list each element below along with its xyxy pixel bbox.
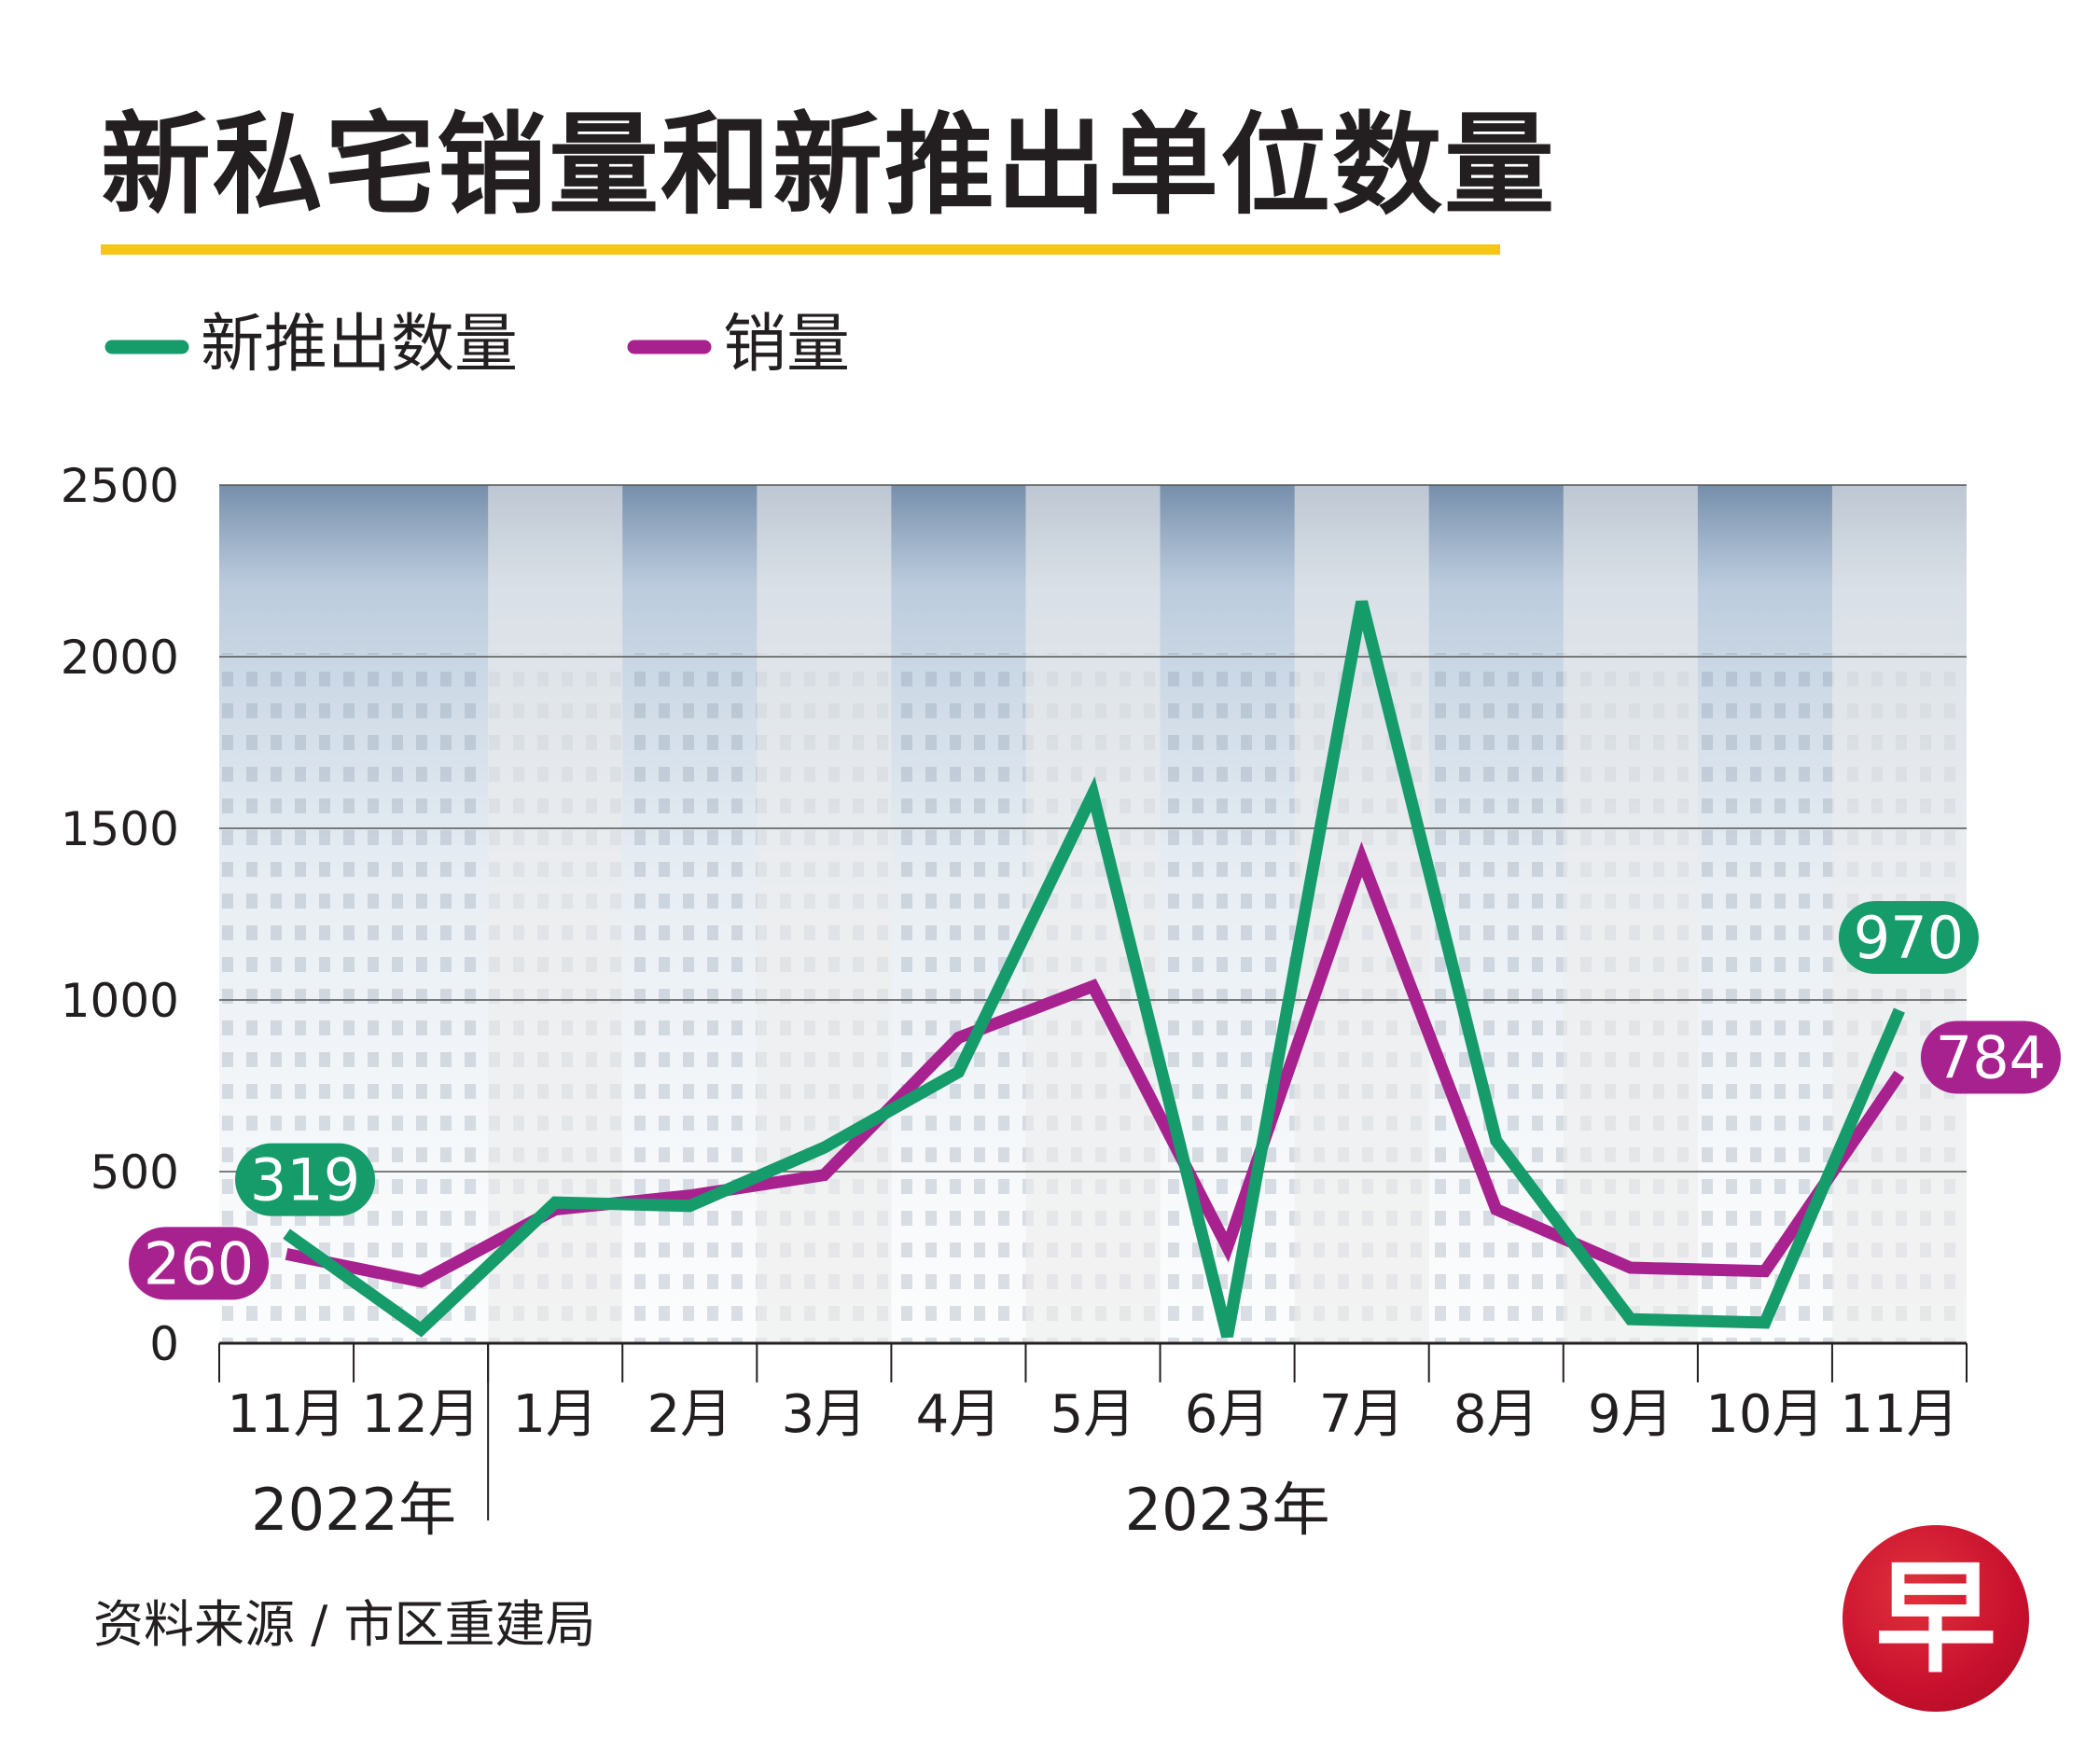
x-tick-label: 4月 — [916, 1384, 1002, 1445]
series-line-0 — [283, 600, 1905, 1339]
x-tick-label: 8月 — [1453, 1384, 1539, 1445]
value-pill — [129, 1227, 270, 1300]
y-tick-label: 1500 — [61, 802, 179, 856]
y-tick-label: 0 — [149, 1317, 179, 1371]
y-tick-label: 2500 — [61, 459, 179, 513]
legend: 新推出数量 销量 — [104, 308, 850, 382]
zaobao-logo: 早 — [1843, 1525, 2029, 1712]
chart-title: 新私宅销量和新推出单位数量 — [101, 101, 1557, 229]
x-tick-label: 11月 — [1840, 1384, 1958, 1445]
x-tick-label: 7月 — [1319, 1384, 1405, 1445]
value-pill — [235, 1143, 376, 1216]
year-label: 2022年 — [251, 1476, 456, 1544]
x-tick-label: 10月 — [1705, 1384, 1824, 1445]
value-label: 970 — [1854, 904, 1964, 972]
value-labels: 319 260 970 784 — [129, 901, 2061, 1300]
y-tick-label: 2000 — [61, 631, 179, 685]
x-tick-label: 12月 — [361, 1384, 480, 1445]
x-tick-label: 6月 — [1185, 1384, 1271, 1445]
column-band — [757, 485, 892, 1343]
x-tick-label: 2月 — [647, 1384, 732, 1445]
logo-glyph: 早 — [1874, 1548, 1996, 1689]
x-tick-label: 9月 — [1588, 1384, 1674, 1445]
value-label: 260 — [144, 1229, 254, 1298]
source-note: 资料来源 / 市区重建局 — [93, 1595, 596, 1654]
legend-label: 销量 — [723, 308, 850, 382]
legend-label: 新推出数量 — [201, 308, 518, 382]
series-lines — [283, 600, 1905, 1339]
year-label: 2023年 — [1125, 1476, 1330, 1544]
value-pill — [1920, 1020, 2061, 1094]
x-tick-label: 1月 — [512, 1384, 598, 1445]
x-tick-label: 11月 — [227, 1384, 345, 1445]
value-label: 784 — [1936, 1023, 2046, 1091]
x-tick-label: 5月 — [1050, 1384, 1136, 1445]
y-axis-ticks: 0 500 1000 1500 2000 2500 — [61, 459, 179, 1371]
y-tick-label: 500 — [90, 1145, 179, 1200]
x-axis: 11月 12月 1月 2月 3月 4月 5月 6月 7月 8月 9月 10月 11月 2022年 2023年 — [218, 1341, 1968, 1544]
column-band — [1563, 485, 1698, 1343]
x-tick-label: 3月 — [782, 1384, 868, 1445]
y-tick-label: 1000 — [61, 974, 179, 1028]
value-label: 319 — [250, 1146, 360, 1215]
title-underline — [101, 244, 1500, 255]
column-band — [1025, 485, 1161, 1343]
value-pill — [1838, 901, 1979, 975]
